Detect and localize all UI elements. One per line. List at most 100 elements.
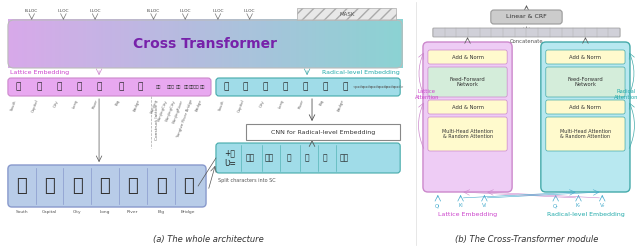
Text: CNN for Radical-level Embedding: CNN for Radical-level Embedding [271,129,375,135]
Text: Long: Long [100,210,110,214]
FancyBboxPatch shape [546,67,625,97]
Text: 京: 京 [243,82,248,91]
Text: Capital: Capital [237,99,246,113]
FancyBboxPatch shape [546,100,625,114]
FancyBboxPatch shape [428,67,507,97]
Text: Radical-level Embedding: Radical-level Embedding [323,70,400,75]
Text: (a) The whole architecture: (a) The whole architecture [152,235,264,244]
Text: 长江大桥: 长江大桥 [189,85,200,89]
FancyBboxPatch shape [8,78,211,96]
Text: I-LOC: I-LOC [179,9,191,13]
Text: Multi-Head Attention
& Random Attention: Multi-Head Attention & Random Attention [560,129,611,139]
Text: 市: 市 [57,82,62,91]
Text: <pad>: <pad> [353,85,365,89]
Text: <pad>: <pad> [360,85,372,89]
Text: Feed-Forward
Network: Feed-Forward Network [568,77,604,87]
Text: 桥: 桥 [138,82,143,91]
Text: 市: 市 [72,177,83,195]
Text: I-LOC: I-LOC [58,9,69,13]
Text: 桥: 桥 [183,177,193,195]
Text: I-LOC: I-LOC [244,9,255,13]
Text: Lattice Embedding: Lattice Embedding [10,70,69,75]
Text: Cross Transformer: Cross Transformer [133,37,277,51]
Text: River: River [298,99,305,110]
Text: Construct lattice: Construct lattice [154,104,159,140]
FancyBboxPatch shape [216,143,400,173]
Text: 长: 长 [283,82,288,91]
FancyBboxPatch shape [433,28,620,37]
Text: Capital: Capital [42,210,57,214]
Text: MASK: MASK [339,12,355,17]
Text: Vₗ: Vₗ [482,203,487,208]
FancyBboxPatch shape [428,100,507,114]
Text: Concatenate: Concatenate [509,39,543,44]
Text: Big: Big [158,210,165,214]
Text: Long: Long [72,99,79,109]
FancyBboxPatch shape [491,10,562,24]
Text: River: River [92,99,99,110]
Text: City: City [53,99,60,107]
FancyBboxPatch shape [423,42,512,192]
Text: I-LOC: I-LOC [90,9,101,13]
Text: Radical
Attention: Radical Attention [614,89,638,100]
Text: 长: 长 [287,153,292,163]
Text: 大: 大 [322,82,328,91]
Text: 大: 大 [323,153,327,163]
Text: <pad>: <pad> [376,85,388,89]
Text: South: South [10,99,18,111]
Text: Bridge: Bridge [337,99,345,112]
FancyBboxPatch shape [216,78,400,96]
Text: Big: Big [319,99,325,106]
Text: Radical-level Embedding: Radical-level Embedding [547,211,624,217]
Text: <pad>: <pad> [384,85,396,89]
Text: 南: 南 [17,177,27,195]
Text: Big: Big [115,99,121,106]
Text: Kᵣ: Kᵣ [576,203,581,208]
Text: 江: 江 [305,153,309,163]
Text: B-LOC: B-LOC [147,9,160,13]
Bar [297,8,396,20]
FancyBboxPatch shape [428,117,507,151]
Text: 长: 长 [100,177,110,195]
Text: Add & Norm: Add & Norm [570,104,602,109]
Text: 南京市: 南京市 [166,85,174,89]
Text: 江: 江 [303,82,308,91]
Text: 木乔: 木乔 [340,153,349,163]
Text: 桥: 桥 [342,82,348,91]
Text: Bridge: Bridge [181,210,195,214]
Text: Multi-Head Attention
& Random Attention: Multi-Head Attention & Random Attention [442,129,493,139]
Text: +口
Ʋ=: +口 Ʋ= [224,148,236,168]
Text: 京: 京 [37,82,42,91]
Text: Long: Long [278,99,285,109]
FancyBboxPatch shape [541,42,630,192]
Text: River: River [127,210,138,214]
Text: Feed-Forward
Network: Feed-Forward Network [450,77,485,87]
FancyBboxPatch shape [546,50,625,64]
Text: South: South [15,210,28,214]
Text: 小口: 小口 [246,153,255,163]
Text: 南京: 南京 [156,85,161,89]
Text: <pad>: <pad> [368,85,381,89]
Text: Bridge: Bridge [195,99,203,112]
Text: 江: 江 [127,177,138,195]
Text: 大: 大 [118,82,124,91]
Text: Add & Norm: Add & Norm [570,55,602,60]
Text: 江: 江 [97,82,102,91]
Text: Lattice
Attention: Lattice Attention [415,89,439,100]
Text: 长江: 长江 [184,85,189,89]
Text: NanjingRiver: NanjingRiver [172,99,184,124]
Text: Qᵣ: Qᵣ [553,203,559,208]
Text: 大桥: 大桥 [200,85,205,89]
Text: 市: 市 [263,82,268,91]
Text: 南: 南 [15,82,20,91]
Text: Yangtze River Bridge: Yangtze River Bridge [177,99,194,138]
Text: Kₗ: Kₗ [458,203,463,208]
Text: Add & Norm: Add & Norm [452,55,484,60]
Text: South: South [218,99,226,111]
Bar [246,124,400,140]
Text: City: City [259,99,266,107]
Text: Nanjing: Nanjing [150,99,159,114]
Text: Linear & CRF: Linear & CRF [506,15,547,20]
Text: Capital: Capital [31,99,40,113]
Text: 市长: 市长 [175,85,181,89]
